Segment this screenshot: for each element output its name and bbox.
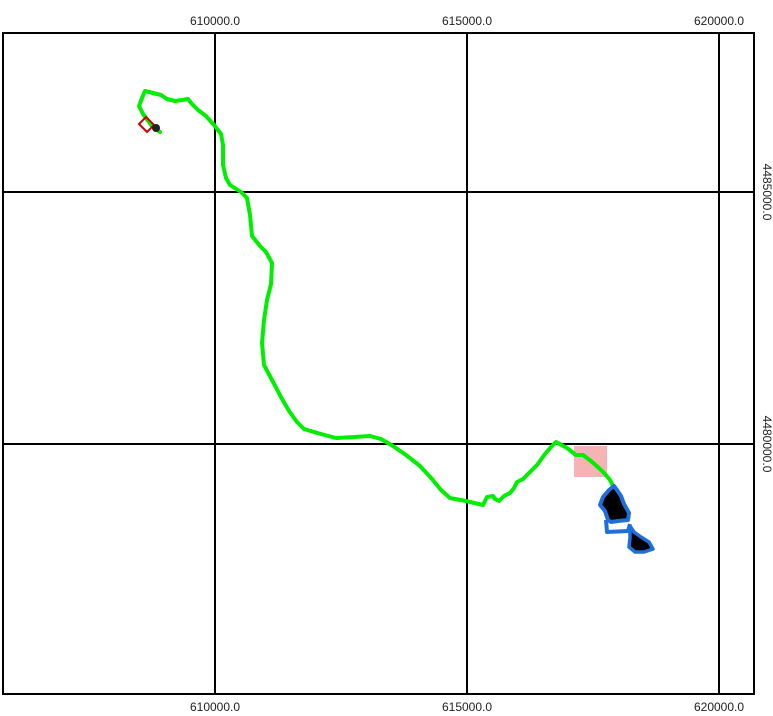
loop-group[interactable]	[598, 484, 655, 554]
loop-track[interactable]	[598, 484, 631, 524]
start-dot-icon	[152, 124, 160, 132]
loop-south-area[interactable]	[627, 524, 655, 554]
top-axis-labels: 610000.0 615000.0 620000.0	[190, 14, 744, 28]
right-label-4480000: 4480000.0	[760, 416, 773, 473]
route-track[interactable]	[137, 89, 617, 507]
grid-lines	[3, 33, 754, 694]
bottom-label-620000: 620000.0	[694, 700, 744, 714]
right-axis-labels: 4485000.0 4480000.0	[760, 164, 773, 473]
start-diamond-icon[interactable]	[137, 115, 156, 134]
top-label-610000: 610000.0	[190, 14, 240, 28]
top-label-615000: 615000.0	[442, 14, 492, 28]
bottom-axis-labels: 610000.0 615000.0 620000.0	[190, 700, 744, 714]
right-label-4485000: 4485000.0	[760, 164, 773, 221]
bottom-label-615000: 615000.0	[442, 700, 492, 714]
map-frame	[2, 32, 755, 695]
top-label-620000: 620000.0	[694, 14, 744, 28]
start-marker[interactable]	[137, 115, 160, 134]
bottom-label-610000: 610000.0	[190, 700, 240, 714]
